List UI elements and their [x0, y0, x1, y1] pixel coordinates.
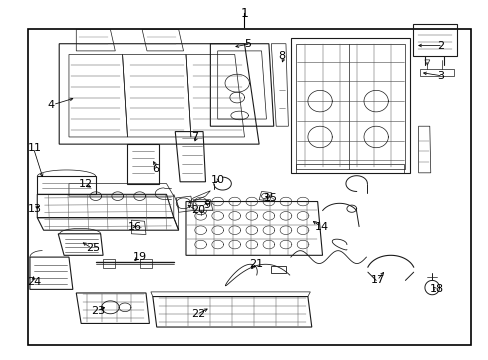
Text: 20: 20 — [190, 206, 204, 216]
Text: 22: 22 — [190, 310, 204, 319]
Text: 8: 8 — [278, 51, 285, 61]
Text: 11: 11 — [27, 143, 41, 153]
Text: 7: 7 — [190, 132, 198, 142]
Text: 5: 5 — [244, 39, 251, 49]
Text: 16: 16 — [127, 222, 141, 231]
Text: 1: 1 — [240, 7, 248, 20]
Text: 4: 4 — [47, 100, 54, 110]
Text: 19: 19 — [132, 252, 146, 262]
Text: 23: 23 — [91, 306, 105, 316]
Text: 18: 18 — [429, 284, 443, 294]
Text: 24: 24 — [27, 277, 41, 287]
Text: 17: 17 — [370, 275, 385, 285]
Text: 2: 2 — [436, 41, 443, 50]
Text: 21: 21 — [249, 259, 263, 269]
Text: 9: 9 — [203, 200, 210, 210]
Text: 6: 6 — [152, 164, 159, 174]
Text: 25: 25 — [86, 243, 100, 253]
Text: 14: 14 — [315, 222, 328, 231]
Text: 3: 3 — [436, 71, 443, 81]
Text: 10: 10 — [210, 175, 224, 185]
Text: 15: 15 — [264, 193, 278, 203]
Text: 13: 13 — [27, 204, 41, 214]
Text: 12: 12 — [79, 179, 93, 189]
Bar — [27, 30, 470, 345]
